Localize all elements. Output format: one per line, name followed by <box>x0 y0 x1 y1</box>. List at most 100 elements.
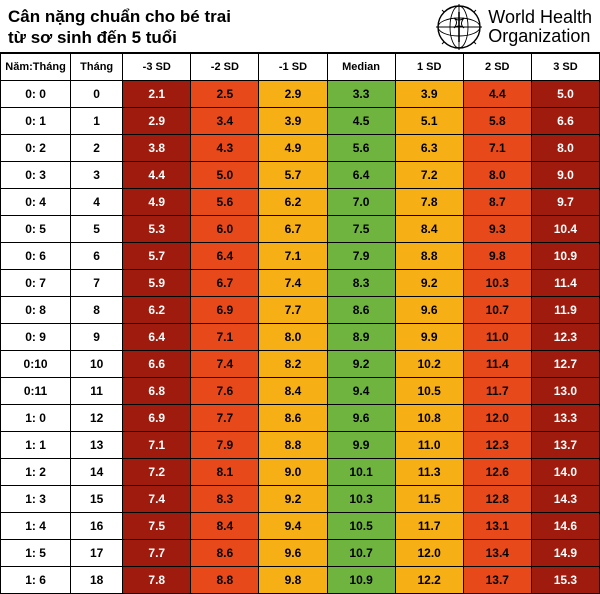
cell-sd-value: 9.4 <box>327 378 395 405</box>
cell-month: 9 <box>71 324 123 351</box>
table-row: 0: 555.36.06.77.58.49.310.4 <box>1 216 600 243</box>
cell-sd-value: 9.2 <box>327 351 395 378</box>
cell-sd-value: 11.9 <box>531 297 599 324</box>
cell-sd-value: 8.1 <box>191 459 259 486</box>
cell-year-month: 0: 2 <box>1 135 71 162</box>
cell-sd-value: 7.8 <box>123 567 191 594</box>
cell-sd-value: 6.0 <box>191 216 259 243</box>
cell-sd-value: 4.9 <box>259 135 327 162</box>
cell-sd-value: 9.7 <box>531 189 599 216</box>
cell-sd-value: 7.1 <box>123 432 191 459</box>
cell-sd-value: 8.0 <box>463 162 531 189</box>
cell-sd-value: 7.1 <box>463 135 531 162</box>
cell-sd-value: 3.9 <box>259 108 327 135</box>
cell-sd-value: 5.7 <box>123 243 191 270</box>
cell-sd-value: 8.6 <box>327 297 395 324</box>
cell-sd-value: 8.2 <box>259 351 327 378</box>
cell-sd-value: 9.6 <box>259 540 327 567</box>
cell-sd-value: 5.0 <box>531 81 599 108</box>
cell-sd-value: 7.8 <box>395 189 463 216</box>
cell-year-month: 1: 6 <box>1 567 71 594</box>
table-row: 0: 334.45.05.76.47.28.09.0 <box>1 162 600 189</box>
cell-sd-value: 6.6 <box>123 351 191 378</box>
cell-sd-value: 6.4 <box>191 243 259 270</box>
cell-month: 18 <box>71 567 123 594</box>
cell-sd-value: 5.1 <box>395 108 463 135</box>
table-row: 0: 996.47.18.08.99.911.012.3 <box>1 324 600 351</box>
cell-sd-value: 9.6 <box>327 405 395 432</box>
cell-sd-value: 10.3 <box>463 270 531 297</box>
cell-year-month: 0: 8 <box>1 297 71 324</box>
cell-sd-value: 12.6 <box>463 459 531 486</box>
weight-chart-container: Cân nặng chuẩn cho bé trai từ sơ sinh đế… <box>0 0 600 594</box>
table-row: 0: 223.84.34.95.66.37.18.0 <box>1 135 600 162</box>
cell-sd-value: 12.2 <box>395 567 463 594</box>
cell-year-month: 0: 9 <box>1 324 71 351</box>
cell-month: 2 <box>71 135 123 162</box>
cell-sd-value: 13.1 <box>463 513 531 540</box>
table-row: 0: 775.96.77.48.39.210.311.4 <box>1 270 600 297</box>
cell-sd-value: 4.4 <box>463 81 531 108</box>
cell-sd-value: 12.0 <box>463 405 531 432</box>
cell-sd-value: 2.1 <box>123 81 191 108</box>
cell-sd-value: 4.3 <box>191 135 259 162</box>
table-row: 1: 5177.78.69.610.712.013.414.9 <box>1 540 600 567</box>
cell-sd-value: 11.3 <box>395 459 463 486</box>
weight-table: Năm:ThángTháng-3 SD-2 SD-1 SDMedian1 SD2… <box>0 53 600 594</box>
cell-sd-value: 9.3 <box>463 216 531 243</box>
cell-sd-value: 8.4 <box>191 513 259 540</box>
col-header: 1 SD <box>395 54 463 81</box>
cell-month: 4 <box>71 189 123 216</box>
cell-sd-value: 7.7 <box>191 405 259 432</box>
cell-sd-value: 3.9 <box>395 81 463 108</box>
cell-sd-value: 9.9 <box>395 324 463 351</box>
table-row: 1: 4167.58.49.410.511.713.114.6 <box>1 513 600 540</box>
cell-sd-value: 8.6 <box>259 405 327 432</box>
cell-year-month: 0: 6 <box>1 243 71 270</box>
cell-sd-value: 14.3 <box>531 486 599 513</box>
cell-sd-value: 7.4 <box>191 351 259 378</box>
who-logo-icon <box>436 4 482 50</box>
cell-month: 6 <box>71 243 123 270</box>
cell-sd-value: 6.7 <box>259 216 327 243</box>
cell-year-month: 1: 1 <box>1 432 71 459</box>
cell-sd-value: 9.4 <box>259 513 327 540</box>
cell-sd-value: 3.8 <box>123 135 191 162</box>
cell-sd-value: 9.8 <box>463 243 531 270</box>
table-row: 0: 112.93.43.94.55.15.86.6 <box>1 108 600 135</box>
cell-sd-value: 10.5 <box>395 378 463 405</box>
cell-sd-value: 7.7 <box>259 297 327 324</box>
table-row: 0:11116.87.68.49.410.511.713.0 <box>1 378 600 405</box>
cell-sd-value: 5.0 <box>191 162 259 189</box>
cell-sd-value: 5.6 <box>327 135 395 162</box>
cell-sd-value: 9.2 <box>259 486 327 513</box>
cell-sd-value: 2.9 <box>123 108 191 135</box>
cell-sd-value: 8.0 <box>531 135 599 162</box>
cell-year-month: 1: 0 <box>1 405 71 432</box>
cell-month: 7 <box>71 270 123 297</box>
col-header: Năm:Tháng <box>1 54 71 81</box>
cell-sd-value: 13.3 <box>531 405 599 432</box>
cell-sd-value: 11.0 <box>395 432 463 459</box>
cell-sd-value: 10.9 <box>327 567 395 594</box>
cell-sd-value: 6.6 <box>531 108 599 135</box>
col-header: 2 SD <box>463 54 531 81</box>
cell-sd-value: 3.4 <box>191 108 259 135</box>
cell-month: 8 <box>71 297 123 324</box>
cell-year-month: 0: 3 <box>1 162 71 189</box>
cell-sd-value: 15.3 <box>531 567 599 594</box>
cell-sd-value: 7.4 <box>259 270 327 297</box>
cell-sd-value: 7.1 <box>259 243 327 270</box>
cell-sd-value: 8.8 <box>259 432 327 459</box>
table-row: 1: 1137.17.98.89.911.012.313.7 <box>1 432 600 459</box>
cell-sd-value: 7.0 <box>327 189 395 216</box>
cell-sd-value: 8.4 <box>395 216 463 243</box>
cell-sd-value: 12.8 <box>463 486 531 513</box>
cell-sd-value: 12.3 <box>531 324 599 351</box>
table-row: 1: 6187.88.89.810.912.213.715.3 <box>1 567 600 594</box>
cell-sd-value: 5.6 <box>191 189 259 216</box>
cell-sd-value: 10.7 <box>463 297 531 324</box>
cell-month: 12 <box>71 405 123 432</box>
cell-sd-value: 6.3 <box>395 135 463 162</box>
table-row: 1: 2147.28.19.010.111.312.614.0 <box>1 459 600 486</box>
